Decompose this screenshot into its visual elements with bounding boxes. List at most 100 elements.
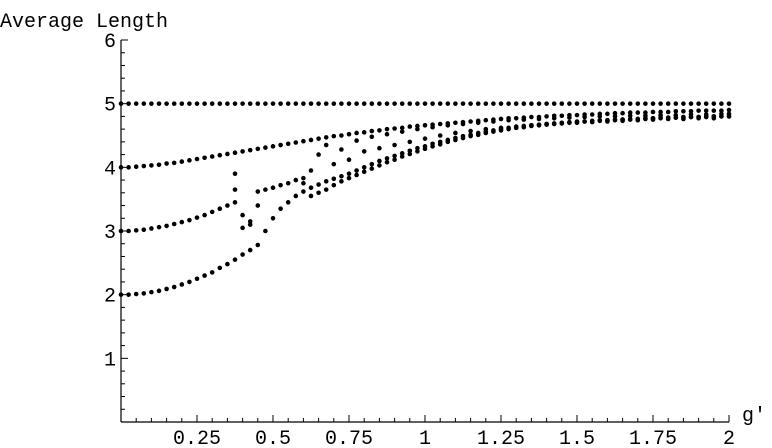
x-tick-label: 1 (419, 428, 431, 448)
data-point (308, 101, 314, 106)
data-point (703, 108, 709, 113)
data-point (536, 122, 542, 127)
data-point (361, 149, 367, 154)
data-point (468, 101, 473, 106)
data-point (247, 222, 253, 227)
data-point (149, 226, 154, 231)
data-point (346, 131, 352, 137)
data-point (354, 172, 359, 178)
x-tick-label: 1.25 (477, 428, 525, 448)
data-point (126, 228, 131, 234)
data-point (301, 101, 306, 106)
data-point (460, 121, 466, 127)
data-point (544, 101, 549, 106)
data-point (665, 109, 671, 115)
data-point (392, 126, 397, 131)
data-point (247, 219, 253, 224)
data-point (506, 125, 511, 131)
data-point (430, 101, 435, 106)
data-point (719, 111, 724, 117)
data-point (475, 120, 481, 126)
data-point (498, 116, 504, 122)
data-point (437, 101, 443, 106)
data-point (521, 117, 527, 122)
data-point (232, 101, 238, 106)
data-point (643, 101, 648, 106)
data-point (453, 130, 458, 136)
data-point (323, 135, 329, 140)
data-point (658, 109, 663, 115)
data-point (688, 101, 694, 106)
x-tick-label: 0.5 (255, 428, 291, 448)
data-point (323, 187, 329, 192)
data-point (194, 156, 200, 162)
data-point (346, 101, 352, 106)
data-point (232, 150, 238, 155)
y-tick-label: 4 (104, 158, 116, 181)
data-point (665, 116, 671, 122)
data-point (323, 179, 329, 184)
data-point (529, 114, 534, 120)
data-point (407, 101, 413, 106)
data-point (437, 121, 443, 127)
data-point (612, 114, 618, 119)
data-point (384, 131, 390, 137)
data-point (445, 101, 451, 106)
data-point (536, 116, 542, 122)
data-point (209, 154, 215, 159)
y-axis-ticks: 1 2 3 4 5 6 (104, 31, 128, 410)
data-point (194, 215, 200, 220)
data-point (240, 225, 245, 231)
data-point (415, 126, 420, 132)
data-point (392, 157, 397, 162)
data-point (164, 101, 169, 106)
data-point (293, 193, 299, 199)
data-point (422, 123, 428, 128)
data-point (399, 101, 405, 106)
data-point (521, 123, 527, 129)
data-point (217, 265, 223, 271)
data-point (301, 180, 306, 186)
data-point (133, 291, 139, 297)
data-point (331, 182, 337, 188)
data-point (559, 121, 565, 126)
data-point (635, 117, 641, 123)
data-point (346, 157, 352, 162)
data-point (308, 193, 314, 199)
data-point (369, 161, 375, 167)
data-point (407, 151, 413, 157)
data-point (247, 247, 253, 253)
data-point (688, 112, 694, 117)
data-point (331, 133, 337, 139)
data-point (171, 284, 177, 290)
data-point (589, 119, 595, 125)
data-point (346, 171, 352, 176)
data-point (597, 101, 603, 106)
data-point (544, 121, 549, 127)
data-point (597, 117, 603, 123)
data-point (255, 203, 261, 208)
data-point (339, 133, 344, 138)
data-points (118, 101, 732, 297)
data-point (361, 165, 367, 170)
data-point (377, 128, 382, 133)
data-point (521, 101, 527, 106)
data-point (339, 147, 344, 152)
data-point (369, 166, 375, 171)
data-point (232, 257, 238, 262)
data-point (187, 101, 192, 106)
data-point (711, 116, 717, 121)
data-point (627, 101, 633, 106)
data-point (711, 108, 717, 113)
data-point (187, 158, 192, 163)
data-point (187, 217, 192, 223)
y-tick-label: 2 (104, 286, 116, 309)
data-point (620, 101, 625, 106)
data-point (529, 123, 534, 128)
data-point (354, 168, 359, 173)
data-point (567, 119, 572, 125)
data-point (513, 101, 519, 106)
data-point (392, 153, 397, 159)
data-point (574, 120, 580, 126)
